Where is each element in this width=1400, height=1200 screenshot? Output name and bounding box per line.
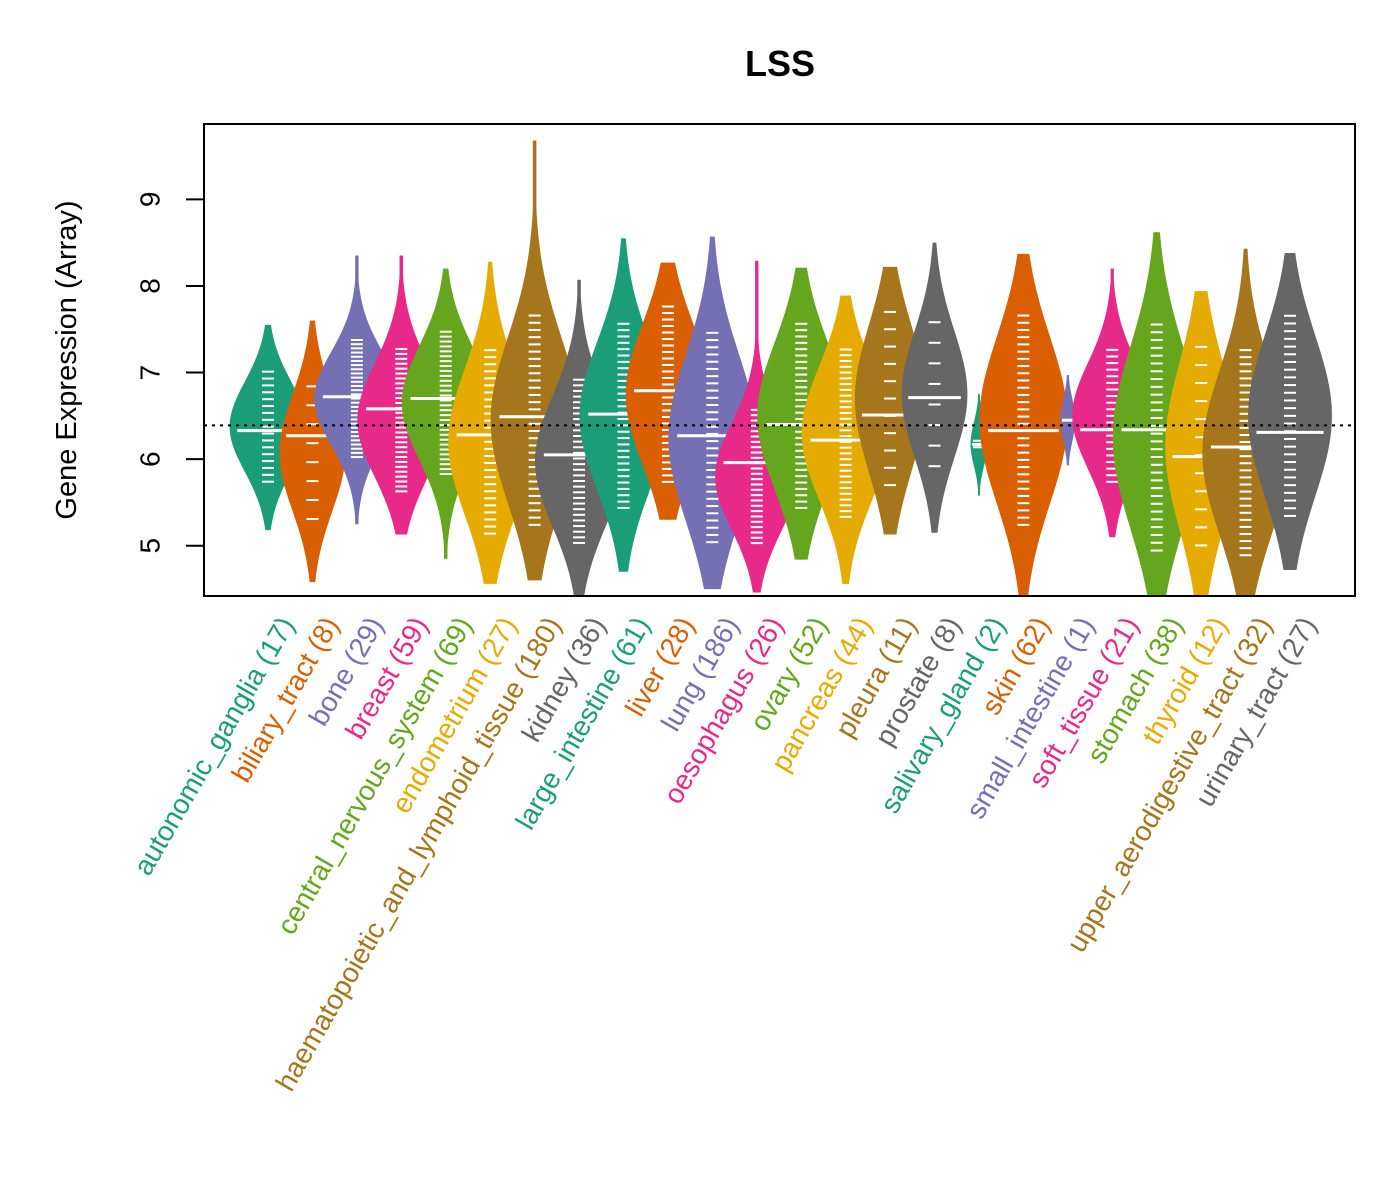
violin-pleura xyxy=(854,266,926,535)
violin-urinary-tract xyxy=(1248,253,1332,571)
violin-body xyxy=(1202,248,1289,597)
violin-group xyxy=(229,140,1332,597)
y-tick-label: 7 xyxy=(135,365,166,381)
violin-large-intestine xyxy=(579,238,668,572)
y-tick-label: 9 xyxy=(135,192,166,208)
violin-body xyxy=(1248,253,1332,571)
violin-body xyxy=(579,238,668,572)
y-tick-label: 5 xyxy=(135,538,166,554)
y-axis: 5 6 7 8 9 xyxy=(135,192,204,554)
violin-oesophagus xyxy=(715,260,799,593)
plot-frame xyxy=(203,123,1356,597)
violin-small-intestine xyxy=(1060,375,1076,466)
y-tick-label: 6 xyxy=(135,451,166,467)
violin-central-nervous-system xyxy=(401,268,490,559)
violin-body xyxy=(401,268,490,559)
violin-body xyxy=(901,242,968,533)
violin-prostate xyxy=(901,242,968,533)
violin-body xyxy=(979,253,1068,596)
violin-body xyxy=(535,279,624,596)
x-axis-labels: autonomic_ganglia (17)biliary_tract (8)b… xyxy=(127,612,1322,1097)
y-axis-label: Gene Expression (Array) xyxy=(51,200,83,519)
violin-bone xyxy=(314,255,400,525)
violin-skin xyxy=(979,253,1068,596)
violin-body xyxy=(854,266,926,535)
chart-title: LSS xyxy=(745,43,815,84)
y-tick-label: 8 xyxy=(135,278,166,294)
